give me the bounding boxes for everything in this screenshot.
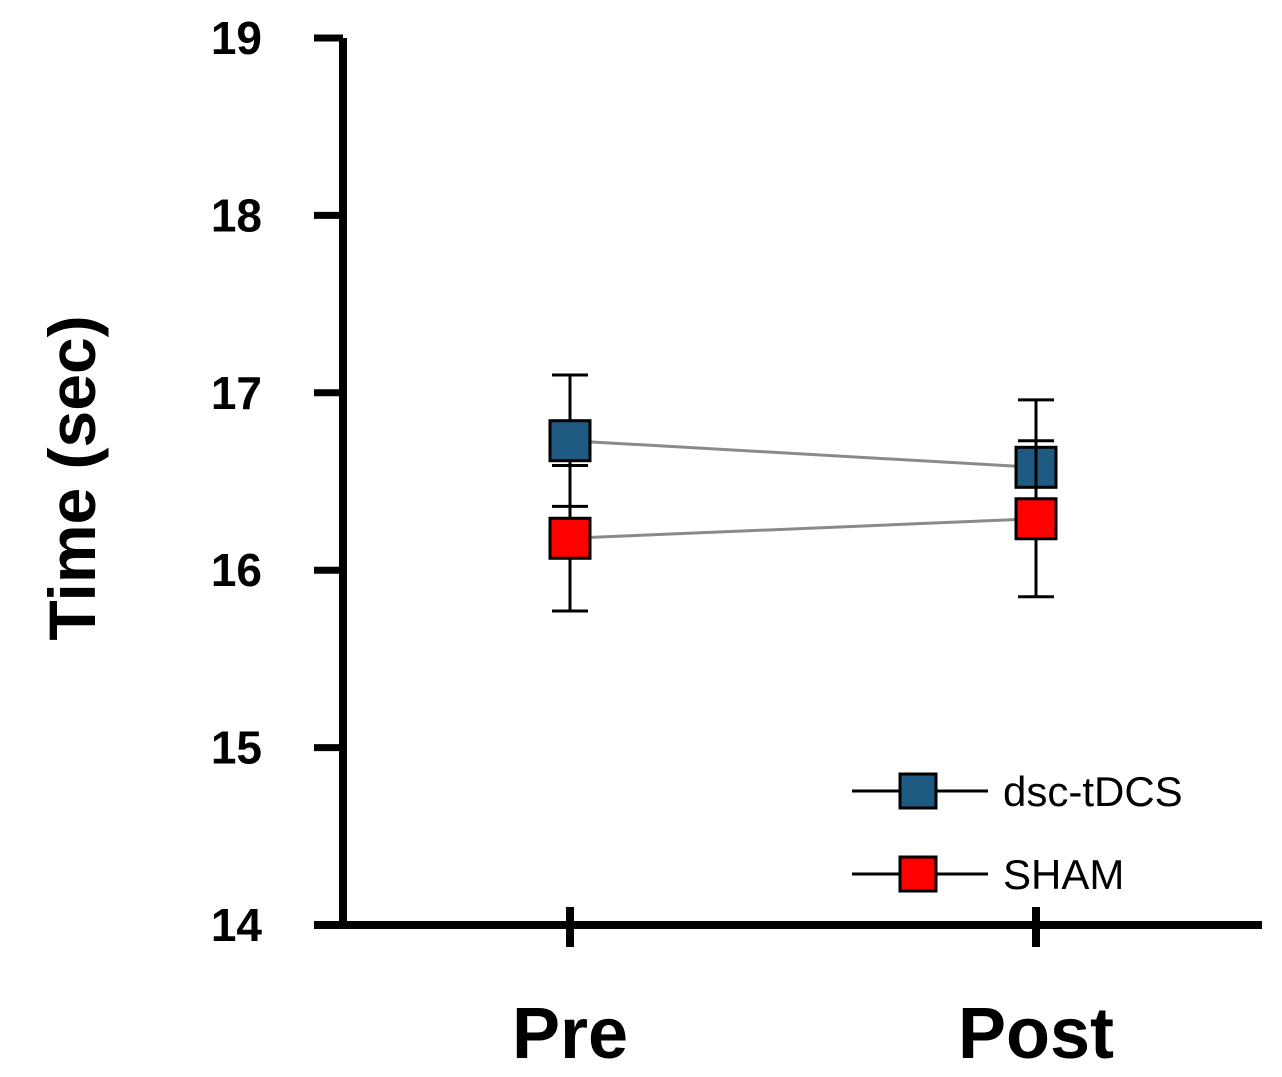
data-point bbox=[548, 419, 592, 463]
series-1 bbox=[548, 439, 1058, 613]
legend-marker bbox=[898, 855, 938, 893]
series-line bbox=[569, 517, 1037, 540]
y-tick-label: 16 bbox=[211, 544, 262, 596]
data-point bbox=[548, 516, 592, 560]
legend-label: SHAM bbox=[1003, 851, 1124, 898]
y-tick-label: 14 bbox=[211, 899, 263, 951]
legend-label: dsc-tDCS bbox=[1003, 768, 1183, 815]
y-tick-label: 18 bbox=[211, 189, 262, 241]
x-axis-ticks: Pre Post bbox=[512, 907, 1114, 1074]
y-axis-title: Time (sec) bbox=[35, 315, 109, 640]
x-tick-label: Post bbox=[958, 994, 1114, 1074]
y-axis-ticks: 14 15 16 17 18 19 bbox=[211, 12, 343, 951]
x-tick-label: Pre bbox=[512, 994, 628, 1074]
series-line bbox=[569, 439, 1037, 469]
series-0 bbox=[548, 373, 1058, 537]
data-point bbox=[1014, 497, 1058, 541]
legend-marker bbox=[898, 772, 938, 810]
data-series bbox=[548, 373, 1058, 613]
y-tick-label: 17 bbox=[211, 367, 262, 419]
legend: dsc-tDCS SHAM bbox=[852, 768, 1183, 898]
y-tick-label: 19 bbox=[211, 12, 262, 64]
y-tick-label: 15 bbox=[211, 722, 262, 774]
